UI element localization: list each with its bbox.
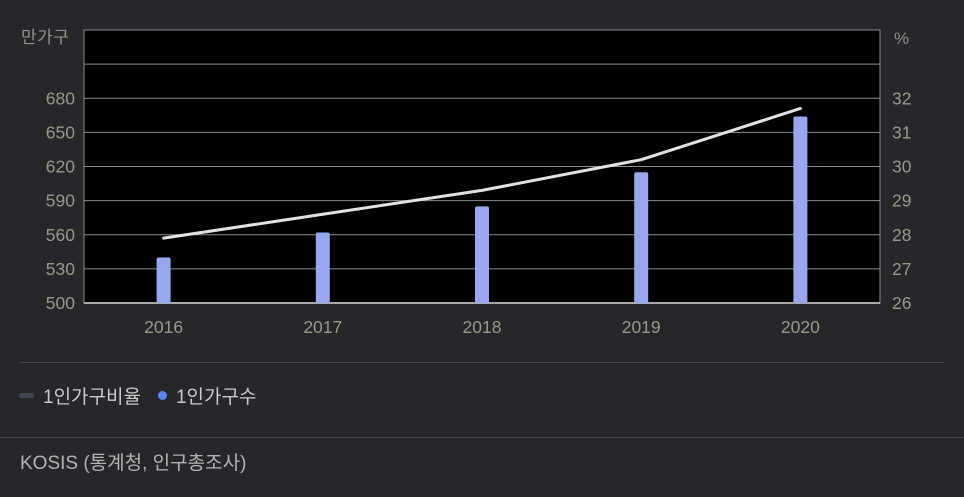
legend-divider xyxy=(20,362,944,363)
right-axis-unit-label: % xyxy=(894,29,910,48)
left-axis-tick-label: 530 xyxy=(46,259,75,279)
left-axis-tick-label: 680 xyxy=(46,88,75,108)
right-axis-tick-label: 30 xyxy=(892,157,912,177)
bar-series-swatch-icon xyxy=(157,390,167,400)
right-axis-tick-label: 31 xyxy=(892,122,911,142)
right-axis-tick-label: 32 xyxy=(892,88,911,108)
left-axis-tick-label: 560 xyxy=(46,225,75,245)
right-axis-tick-label: 29 xyxy=(892,191,911,211)
chart-legend: 1인가구비율 1인가구수 xyxy=(19,382,257,409)
source-divider xyxy=(0,437,964,438)
legend-label-count: 1인가구수 xyxy=(175,386,257,408)
bar-2017 xyxy=(315,232,330,303)
left-axis-tick-label: 620 xyxy=(46,157,75,177)
legend-label-ratio: 1인가구비율 xyxy=(43,386,141,408)
legend-item-count: 1인가구수 xyxy=(157,382,257,409)
x-axis-tick-label: 2018 xyxy=(463,317,502,337)
line-series-swatch-icon xyxy=(19,392,34,398)
left-axis-tick-label: 500 xyxy=(46,293,75,313)
ratio-line xyxy=(162,106,802,240)
legend-item-ratio: 1인가구비율 xyxy=(19,382,141,409)
source-attribution: KOSIS (통계청, 인구총조사) xyxy=(20,453,247,474)
bar-2020 xyxy=(793,116,808,303)
right-axis-tick-label: 27 xyxy=(892,259,911,279)
left-axis-tick-label: 650 xyxy=(46,122,75,142)
bar-2018 xyxy=(475,206,489,303)
left-axis-unit-label: 만가구 xyxy=(21,28,70,47)
left-axis-tick-label: 590 xyxy=(46,191,75,211)
x-axis-tick-label: 2017 xyxy=(303,317,342,337)
combo-chart: 500 530 560 590 620 650 680 26 27 28 29 30 31 32 2016 2… xyxy=(46,29,912,337)
right-axis-tick-label: 26 xyxy=(892,293,911,313)
x-axis-tick-label: 2016 xyxy=(144,317,183,337)
bar-2016 xyxy=(156,257,171,303)
x-axis-tick-label: 2019 xyxy=(622,317,661,337)
right-axis-tick-label: 28 xyxy=(892,225,911,245)
bar-2019 xyxy=(634,172,649,303)
x-axis-tick-label: 2020 xyxy=(781,317,820,337)
